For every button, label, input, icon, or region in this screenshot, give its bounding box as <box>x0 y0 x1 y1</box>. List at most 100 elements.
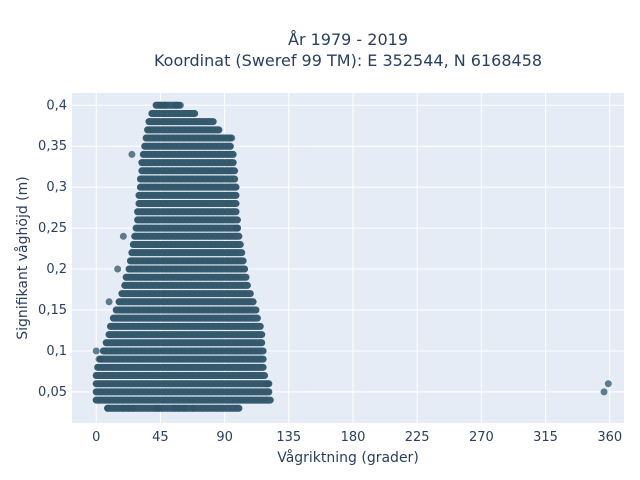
data-point <box>148 290 156 298</box>
data-point <box>206 257 214 265</box>
data-point <box>162 322 170 330</box>
data-point <box>208 159 216 167</box>
data-point <box>153 167 161 175</box>
data-point <box>247 306 255 314</box>
x-tick-label: 90 <box>216 430 233 445</box>
data-point <box>167 134 175 142</box>
point-band <box>99 347 267 355</box>
data-point <box>122 339 130 347</box>
y-tick-label: 0,15 <box>38 303 67 318</box>
data-point <box>142 355 150 363</box>
data-point <box>134 208 142 216</box>
data-point <box>216 281 224 289</box>
data-point <box>252 355 260 363</box>
point-band <box>92 372 269 380</box>
data-point <box>200 298 208 306</box>
data-point <box>212 339 220 347</box>
data-point <box>207 134 215 142</box>
data-point <box>164 240 172 248</box>
data-point <box>137 388 145 396</box>
data-point <box>162 134 170 142</box>
data-point <box>192 380 200 388</box>
data-point <box>209 363 217 371</box>
data-point <box>145 200 153 208</box>
point-band <box>118 290 254 298</box>
data-point <box>195 331 203 339</box>
data-point <box>117 355 125 363</box>
data-point <box>210 298 218 306</box>
data-point <box>174 314 182 322</box>
data-point <box>197 322 205 330</box>
data-point <box>189 208 197 216</box>
data-point <box>242 372 250 380</box>
data-point <box>222 134 230 142</box>
data-point <box>242 380 250 388</box>
data-point <box>228 134 236 142</box>
point-band <box>126 257 247 265</box>
data-point <box>170 298 178 306</box>
point-band <box>109 314 261 322</box>
data-point <box>144 208 152 216</box>
point-band <box>141 142 234 150</box>
point-band <box>128 249 246 257</box>
data-point <box>235 298 243 306</box>
data-point <box>229 208 237 216</box>
data-point <box>197 355 205 363</box>
data-point <box>242 396 250 404</box>
data-point <box>180 265 188 273</box>
data-point <box>183 109 191 117</box>
y-tick-label: 0,3 <box>46 180 67 195</box>
data-point <box>139 240 147 248</box>
data-point <box>209 216 217 224</box>
data-point <box>217 339 225 347</box>
data-point <box>192 372 200 380</box>
data-point <box>215 265 223 273</box>
data-point <box>163 249 171 257</box>
x-tick-label: 0 <box>92 430 100 445</box>
data-point <box>135 298 143 306</box>
data-point <box>102 355 110 363</box>
data-point <box>182 306 190 314</box>
data-point <box>196 257 204 265</box>
data-point <box>211 232 219 240</box>
data-point <box>179 363 187 371</box>
data-point <box>240 331 248 339</box>
data-point <box>105 298 113 306</box>
data-point <box>209 240 217 248</box>
data-point <box>225 298 233 306</box>
point-band <box>148 109 199 117</box>
data-point <box>159 240 167 248</box>
data-point <box>127 355 135 363</box>
data-point <box>188 159 196 167</box>
data-point <box>222 388 230 396</box>
data-point <box>107 380 115 388</box>
data-point <box>239 363 247 371</box>
data-point <box>112 306 120 314</box>
data-point <box>156 232 164 240</box>
data-point <box>224 404 232 412</box>
data-point <box>162 224 170 232</box>
data-point <box>180 200 188 208</box>
x-tick-label: 360 <box>597 430 622 445</box>
x-tick-label: 225 <box>405 430 430 445</box>
data-point <box>225 265 233 273</box>
data-point <box>247 322 255 330</box>
data-point <box>204 126 212 134</box>
data-point <box>239 314 247 322</box>
data-point <box>182 339 190 347</box>
point-band <box>122 273 250 281</box>
data-point <box>189 216 197 224</box>
data-point <box>176 281 184 289</box>
data-point <box>209 314 217 322</box>
data-point <box>182 372 190 380</box>
data-point <box>112 388 120 396</box>
data-point <box>249 363 257 371</box>
data-point <box>166 142 174 150</box>
data-point <box>167 380 175 388</box>
data-point <box>226 142 234 150</box>
data-point <box>219 347 227 355</box>
data-point <box>161 281 169 289</box>
data-point <box>168 167 176 175</box>
data-point <box>194 150 202 158</box>
data-point <box>221 175 229 183</box>
